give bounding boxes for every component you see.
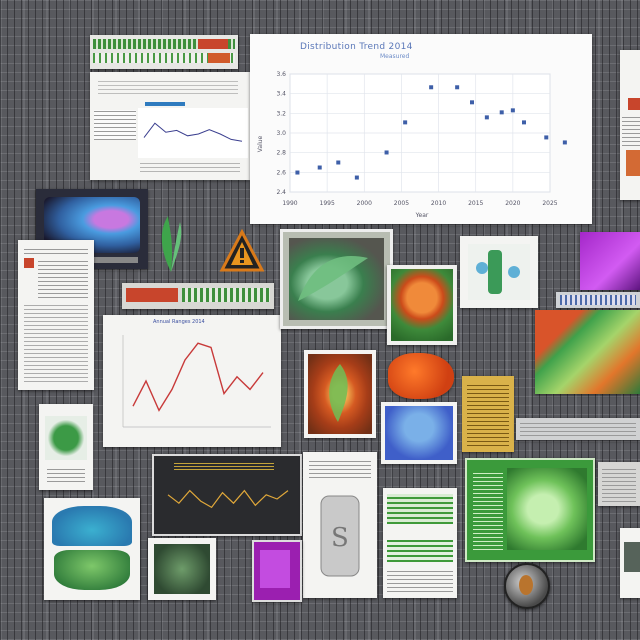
green-figure-card [39, 404, 93, 490]
scatter-point [429, 85, 434, 90]
scatter-y-tick: 2.6 [276, 169, 286, 176]
scatter-point [455, 85, 460, 90]
scatter-point [317, 165, 322, 170]
right-top-strip [556, 292, 640, 308]
orange-blob [388, 353, 454, 399]
green-plant-image [156, 212, 186, 274]
red-green-strip [122, 283, 274, 309]
mid-line-chart [122, 335, 271, 428]
green-form-card [383, 488, 457, 598]
striped-data-strip [90, 35, 238, 69]
green-leaf-screen [465, 458, 595, 562]
form-document [18, 240, 94, 390]
pepper-plant-photo [304, 350, 376, 438]
gray-bottle-sketch: S [303, 452, 377, 598]
scatter-x-tick: 2015 [468, 200, 483, 207]
scatter-point [384, 150, 389, 155]
scatter-x-label: Year [415, 212, 429, 219]
orange-flower-photo [387, 265, 457, 345]
colorful-leaf-painting [535, 310, 640, 394]
svg-text:S: S [331, 523, 349, 553]
annual-line-chart-card: Annual Ranges 2014 [103, 315, 281, 447]
scatter-chart-title: Distribution Trend 2014 [300, 42, 413, 52]
scatter-x-tick: 2025 [542, 200, 557, 207]
scatter-x-tick: 1995 [320, 200, 335, 207]
cartoon-bottle-card [460, 236, 538, 308]
scatter-point [499, 110, 504, 115]
dark-line-series [167, 489, 289, 509]
coin-icon [504, 563, 550, 609]
leaf-painting-card [280, 229, 393, 329]
scatter-point [562, 140, 567, 145]
dark-line-chart-card [152, 454, 302, 536]
scatter-point [470, 100, 474, 105]
scatter-x-tick: 1990 [282, 200, 297, 207]
purple-box [580, 232, 640, 290]
purple-card [252, 540, 302, 602]
scatter-point [484, 115, 489, 120]
scatter-point [403, 120, 408, 125]
blue-sketch-card [381, 402, 457, 464]
mid-chart-title: Annual Ranges 2014 [153, 319, 205, 325]
scatter-y-tick: 3.6 [276, 71, 286, 78]
small-line-chart [138, 108, 248, 158]
scatter-point [295, 170, 300, 175]
scatter-y-tick: 3.2 [276, 110, 286, 117]
dark-green-painting [148, 538, 216, 600]
scatter-chart-panel: Distribution Trend 2014 Measured 3.6 3.4 3… [250, 34, 592, 224]
scatter-point [336, 160, 341, 165]
scatter-y-tick: 3.0 [276, 130, 286, 137]
gold-document [462, 376, 514, 452]
scatter-y-tick: 2.4 [276, 189, 286, 196]
scatter-y-tick: 2.8 [276, 150, 286, 157]
mid-line-series [132, 342, 264, 412]
scatter-x-tick: 2020 [505, 200, 520, 207]
scatter-point [510, 108, 515, 113]
scatter-point [522, 120, 526, 125]
scatter-x-tick: 2000 [357, 200, 372, 207]
right-edge-document [620, 50, 640, 200]
right-gray-strip [516, 418, 640, 440]
small-line-series [143, 122, 243, 142]
line-chart-document [90, 72, 250, 180]
scatter-y-label: Value [257, 135, 264, 152]
scatter-x-tick: 2010 [431, 200, 446, 207]
scatter-x-tick: 2005 [394, 200, 409, 207]
scatter-point [544, 135, 549, 140]
landscape-painting [44, 498, 140, 600]
scatter-chart-subtitle: Measured [380, 53, 410, 60]
warning-sign-icon [219, 228, 265, 275]
right-small-card [598, 462, 640, 506]
bottom-right-card [620, 528, 640, 598]
dark-line-chart [167, 489, 289, 509]
scatter-chart: 3.6 3.4 3.2 3.0 2.8 2.6 2.4 1990 1995 2000 2005 20… [257, 71, 567, 219]
scatter-y-tick: 3.4 [276, 91, 286, 98]
scatter-point [354, 175, 359, 180]
